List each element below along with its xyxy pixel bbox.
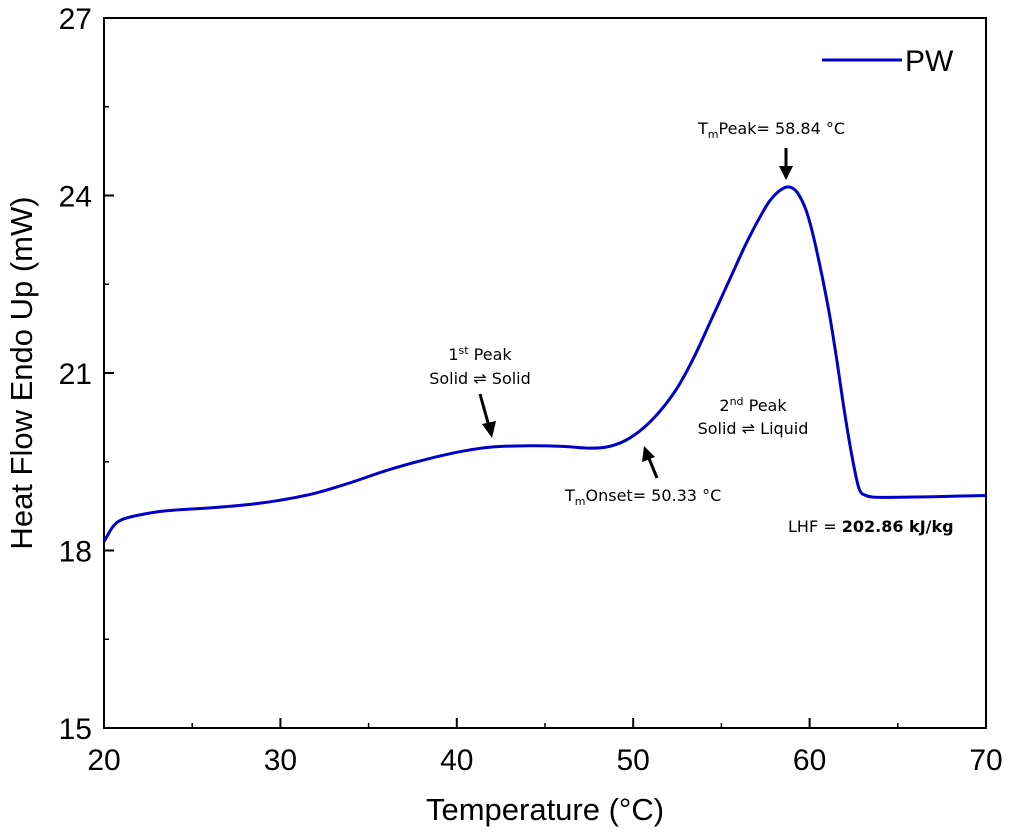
y-tick-label: 15: [59, 713, 92, 746]
x-axis-ticks: 20 30 40 50 60 70: [87, 718, 1003, 777]
first-peak-arrowhead: [482, 421, 496, 438]
y-tick-label: 18: [59, 536, 92, 569]
first-peak-title: 1st Peak: [448, 344, 512, 364]
x-tick-label: 40: [440, 744, 473, 777]
x-tick-label: 70: [969, 744, 1002, 777]
plot-frame: [103, 17, 987, 729]
annotation-first-peak: 1st Peak Solid ⇌ Solid: [429, 344, 531, 438]
x-axis-title: Temperature (°C): [426, 792, 664, 827]
y-axis-ticks: 15 18 21 24 27: [59, 3, 114, 746]
tm-onset-label: TmOnset= 50.33 °C: [564, 486, 721, 508]
tm-peak-arrowhead: [779, 166, 793, 180]
tm-onset-arrow: [646, 455, 659, 479]
y-axis-title: Heat Flow Endo Up (mW): [4, 196, 39, 549]
x-tick-label: 50: [617, 744, 650, 777]
legend-label-pw: PW: [905, 45, 954, 78]
annotation-tm-peak: TmPeak= 58.84 °C: [697, 119, 845, 180]
legend: PW: [822, 45, 954, 78]
annotation-second-peak: 2nd Peak Solid ⇌ Liquid: [698, 395, 809, 438]
second-peak-transition: Solid ⇌ Liquid: [698, 419, 809, 438]
tm-peak-label: TmPeak= 58.84 °C: [697, 119, 845, 141]
second-peak-title: 2nd Peak: [719, 395, 787, 415]
lhf-annotation: LHF = 202.86 kJ/kg: [788, 517, 954, 536]
x-tick-label: 30: [264, 744, 297, 777]
y-tick-label: 24: [59, 181, 92, 214]
annotation-tm-onset: TmOnset= 50.33 °C: [564, 446, 721, 508]
y-tick-label: 27: [59, 3, 92, 36]
series-line-pw: [102, 185, 987, 543]
x-tick-label: 60: [793, 744, 826, 777]
y-tick-label: 21: [59, 358, 92, 391]
first-peak-transition: Solid ⇌ Solid: [429, 369, 531, 388]
tm-onset-arrowhead: [642, 446, 655, 462]
x-tick-label: 20: [87, 744, 120, 777]
